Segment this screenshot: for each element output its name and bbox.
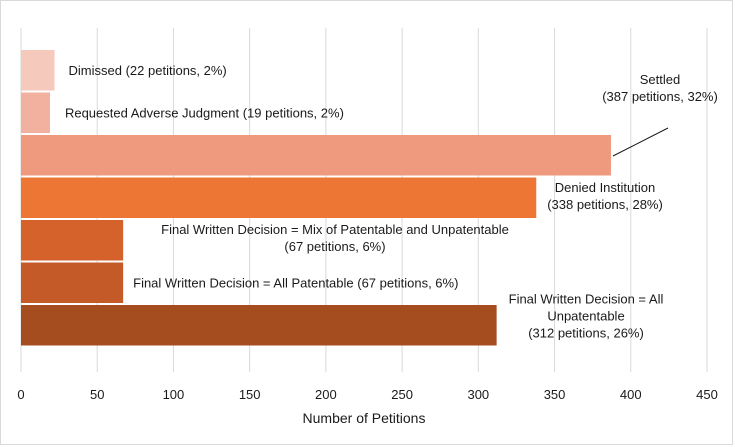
data-label: Final Written Decision = All xyxy=(509,292,664,307)
data-label: Settled xyxy=(640,72,680,87)
data-label: Dimissed (22 petitions, 2%) xyxy=(69,63,227,78)
bar-4 xyxy=(21,220,124,261)
x-tick-label: 400 xyxy=(620,387,642,402)
x-tick-label: 100 xyxy=(163,387,185,402)
x-tick-label: 200 xyxy=(315,387,337,402)
data-label: (67 petitions, 6%) xyxy=(284,239,385,254)
bar-6 xyxy=(21,305,497,346)
settled-leader-line xyxy=(612,127,669,157)
data-labels: Dimissed (22 petitions, 2%) Requested Adv… xyxy=(65,63,718,341)
x-tick-label: 250 xyxy=(391,387,413,402)
x-tick-labels: 0 50 100 150 200 250 300 350 400 450 xyxy=(17,387,717,402)
data-label: (338 petitions, 28%) xyxy=(547,197,663,212)
x-tick-label: 450 xyxy=(696,387,718,402)
bar-3 xyxy=(21,177,537,218)
data-label: Denied Institution xyxy=(555,180,655,195)
data-label: Final Written Decision = All Patentable … xyxy=(133,275,458,290)
data-label: Unpatentable xyxy=(547,309,624,324)
data-label: (312 petitions, 26%) xyxy=(528,326,644,341)
bar-0 xyxy=(21,50,55,91)
data-label: Requested Adverse Judgment (19 petitions… xyxy=(65,105,344,120)
x-tick-label: 0 xyxy=(17,387,24,402)
x-tick-label: 50 xyxy=(90,387,104,402)
bar-1 xyxy=(21,92,50,133)
data-label: (387 petitions, 32%) xyxy=(602,89,718,104)
bars xyxy=(21,50,611,346)
bar-5 xyxy=(21,262,124,303)
data-label: Final Written Decision = Mix of Patentab… xyxy=(161,222,509,237)
bar-2 xyxy=(21,135,611,176)
x-tick-label: 300 xyxy=(467,387,489,402)
x-tick-label: 350 xyxy=(544,387,566,402)
x-axis-label: Number of Petitions xyxy=(303,410,426,426)
x-tick-label: 150 xyxy=(239,387,261,402)
